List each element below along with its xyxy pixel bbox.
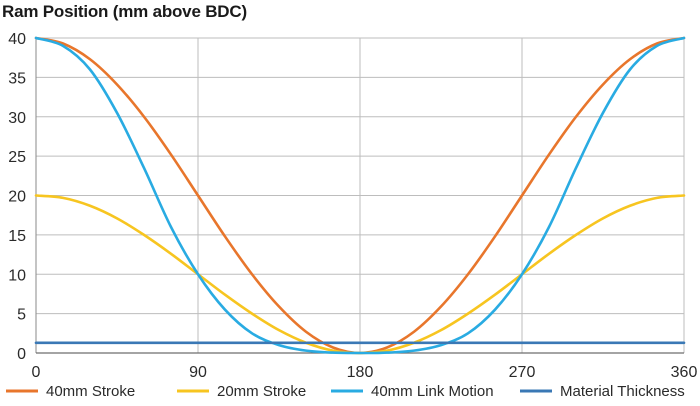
y-tick-label: 5 xyxy=(17,307,26,324)
legend-label: 20mm Stroke xyxy=(217,383,306,400)
y-tick-label: 30 xyxy=(8,110,26,127)
legend-label: 40mm Link Motion xyxy=(371,383,494,400)
y-tick-label: 0 xyxy=(17,346,26,363)
y-tick-label: 35 xyxy=(8,70,26,87)
legend-label: 40mm Stroke xyxy=(46,383,135,400)
legend-label: Material Thickness xyxy=(560,383,685,400)
y-tick-label: 25 xyxy=(8,149,26,166)
x-tick-label: 0 xyxy=(32,364,41,381)
chart-title: Ram Position (mm above BDC) xyxy=(2,2,247,21)
x-tick-label: 180 xyxy=(347,364,374,381)
x-tick-label: 270 xyxy=(509,364,536,381)
y-tick-label: 40 xyxy=(8,31,26,48)
x-tick-label: 360 xyxy=(671,364,698,381)
y-tick-label: 10 xyxy=(8,267,26,284)
x-tick-label: 90 xyxy=(189,364,207,381)
y-tick-label: 20 xyxy=(8,189,26,206)
series-line-40mm-link-motion xyxy=(34,36,686,355)
y-tick-label: 15 xyxy=(8,228,26,245)
